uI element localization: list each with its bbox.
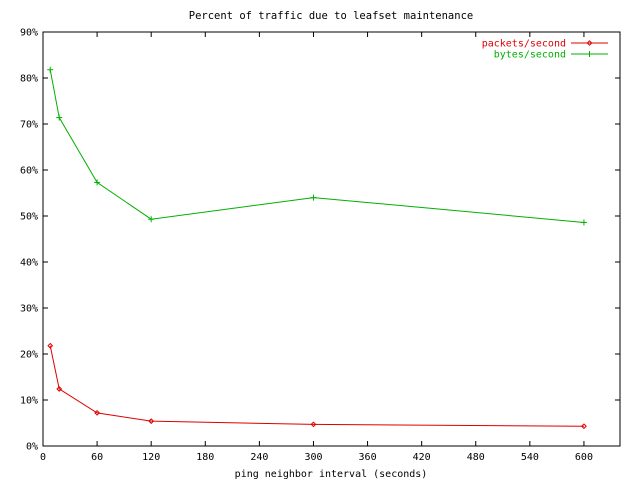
x-tick-label: 420 xyxy=(413,452,431,463)
data-point xyxy=(47,342,54,349)
x-tick-label: 600 xyxy=(575,452,593,463)
data-point xyxy=(94,409,101,416)
y-tick-label: 50% xyxy=(20,212,38,223)
y-tick-label: 30% xyxy=(20,304,38,315)
series-bytes-second xyxy=(47,66,587,226)
y-tick-label: 10% xyxy=(20,396,38,407)
series-line xyxy=(49,69,584,223)
data-point xyxy=(586,51,593,57)
x-tick-label: 60 xyxy=(91,452,103,463)
data-point xyxy=(581,423,587,430)
series-layer xyxy=(47,66,587,430)
x-tick-label: 180 xyxy=(196,452,214,463)
data-point xyxy=(580,219,587,226)
data-point xyxy=(148,216,155,223)
x-tick-label: 240 xyxy=(250,452,268,463)
data-point xyxy=(47,66,54,73)
chart-title: Percent of traffic due to leafset mainte… xyxy=(189,10,473,22)
data-point xyxy=(94,179,101,186)
data-point xyxy=(148,418,155,425)
x-axis-label: ping neighbor interval (seconds) xyxy=(235,469,428,480)
data-point xyxy=(56,114,63,121)
series-line xyxy=(49,345,584,427)
y-tick-label: 40% xyxy=(20,258,38,269)
series-packets-second xyxy=(47,342,587,430)
y-axis: 0% 10% 20% 30% 40% 50% 60% 70% 80% 90% xyxy=(20,28,620,453)
y-tick-label: 0% xyxy=(26,442,38,453)
data-point xyxy=(310,421,317,428)
legend-label: bytes/second xyxy=(494,50,566,61)
x-tick-label: 540 xyxy=(521,452,539,463)
data-point xyxy=(310,194,317,201)
data-point xyxy=(56,386,63,392)
legend-label: packets/second xyxy=(482,39,566,50)
x-axis: 0 60 120 180 240 300 360 420 480 540 600 xyxy=(40,32,593,463)
x-tick-label: 120 xyxy=(142,452,160,463)
y-tick-label: 60% xyxy=(20,166,38,177)
x-tick-label: 480 xyxy=(467,452,485,463)
x-tick-label: 360 xyxy=(359,452,377,463)
x-tick-label: 0 xyxy=(40,452,46,463)
x-tick-label: 300 xyxy=(304,452,322,463)
plot-frame xyxy=(42,31,621,447)
y-tick-label: 20% xyxy=(20,350,38,361)
y-tick-label: 80% xyxy=(20,74,38,85)
y-tick-label: 90% xyxy=(20,28,38,39)
y-tick-label: 70% xyxy=(20,120,38,131)
data-point xyxy=(586,40,593,46)
